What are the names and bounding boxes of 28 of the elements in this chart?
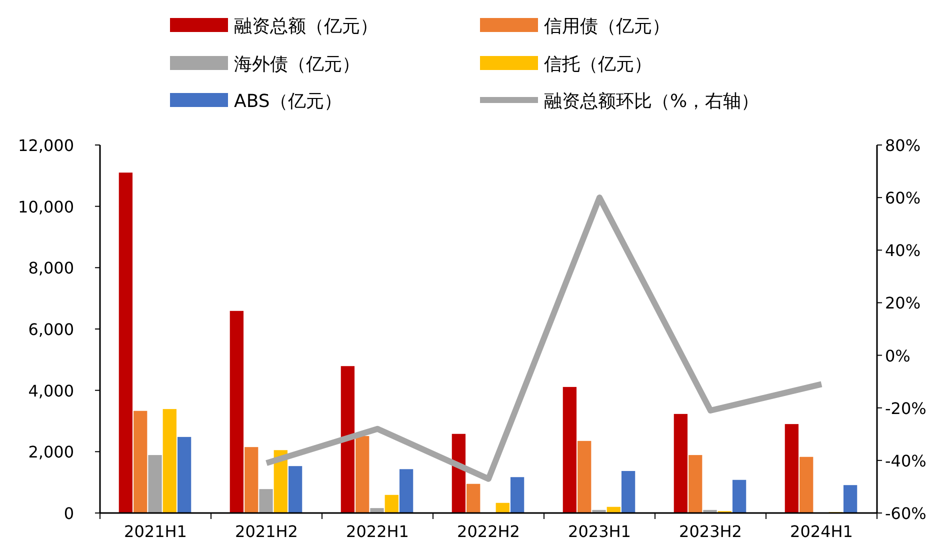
x-tick-label: 2024H1 — [790, 522, 853, 541]
x-tick-label: 2023H1 — [568, 522, 631, 541]
y-tick-label: 2,000 — [28, 442, 74, 462]
legend-label: 融资总额环比（%，右轴） — [544, 91, 760, 112]
y2-tick-label: 60% — [885, 188, 921, 208]
y2-tick-label: 80% — [885, 136, 921, 155]
legend-label: ABS（亿元） — [234, 91, 342, 112]
y2-tick-label: -40% — [885, 451, 926, 470]
legend-label: 海外债（亿元） — [234, 54, 360, 75]
y2-tick-label: 40% — [885, 241, 921, 260]
legend-label: 信用债（亿元） — [544, 16, 670, 37]
x-tick-label: 2022H1 — [346, 522, 409, 541]
y2-tick-label: -20% — [885, 398, 926, 418]
x-tick-label: 2022H2 — [457, 522, 520, 541]
y-tick-label: 6,000 — [28, 320, 74, 339]
y2-tick-label: 20% — [885, 294, 921, 313]
y-tick-label: 8,000 — [28, 258, 74, 278]
legend-label: 融资总额（亿元） — [234, 16, 378, 37]
x-tick-label: 2021H1 — [124, 522, 187, 541]
y2-tick-label: -60% — [885, 504, 926, 523]
x-tick-label: 2021H2 — [235, 522, 298, 541]
y-tick-label: 4,000 — [28, 381, 74, 400]
y-tick-label: 12,000 — [18, 136, 74, 155]
x-tick-label: 2023H2 — [679, 522, 742, 541]
legend-label: 信托（亿元） — [544, 54, 652, 75]
y-tick-label: 0 — [64, 504, 74, 523]
y2-tick-label: 0% — [885, 346, 910, 366]
y-tick-label: 10,000 — [18, 197, 74, 216]
